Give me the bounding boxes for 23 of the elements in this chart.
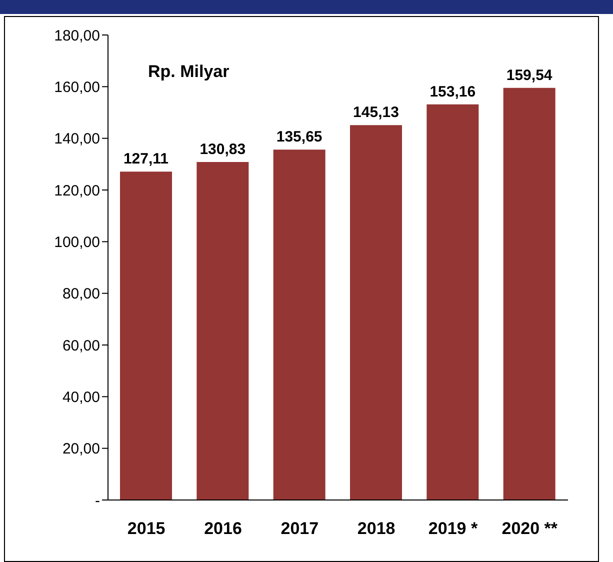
y-tick-label: - bbox=[95, 492, 100, 510]
x-tick-label: 2015 bbox=[127, 519, 166, 538]
data-label: 135,65 bbox=[276, 128, 322, 146]
y-tick-label: 120,00 bbox=[54, 182, 100, 200]
x-tick-label: 2016 bbox=[204, 519, 242, 538]
data-label: 159,54 bbox=[506, 66, 553, 84]
y-tick-label: 160,00 bbox=[54, 78, 100, 96]
x-tick-label: 2018 bbox=[357, 519, 396, 538]
data-label: 153,16 bbox=[430, 83, 476, 100]
y-tick-label: 100,00 bbox=[54, 234, 100, 251]
y-tick-label: 20,00 bbox=[62, 440, 100, 458]
data-label: 130,83 bbox=[200, 141, 246, 158]
y-tick-label: 140,00 bbox=[54, 130, 100, 148]
annotation: Rp. Milyar bbox=[148, 62, 230, 82]
x-tick-label: 2020 ** bbox=[502, 519, 558, 538]
data-label: 145,13 bbox=[353, 104, 399, 122]
x-tick-label: 2017 bbox=[280, 519, 319, 538]
y-tick-label: 60,00 bbox=[62, 337, 100, 354]
x-tick-label: 2019 * bbox=[428, 519, 478, 538]
y-tick-label: 180,00 bbox=[54, 27, 100, 44]
y-tick-label: 40,00 bbox=[62, 388, 100, 406]
data-label: 127,11 bbox=[123, 150, 169, 168]
y-tick-label: 80,00 bbox=[62, 286, 100, 303]
